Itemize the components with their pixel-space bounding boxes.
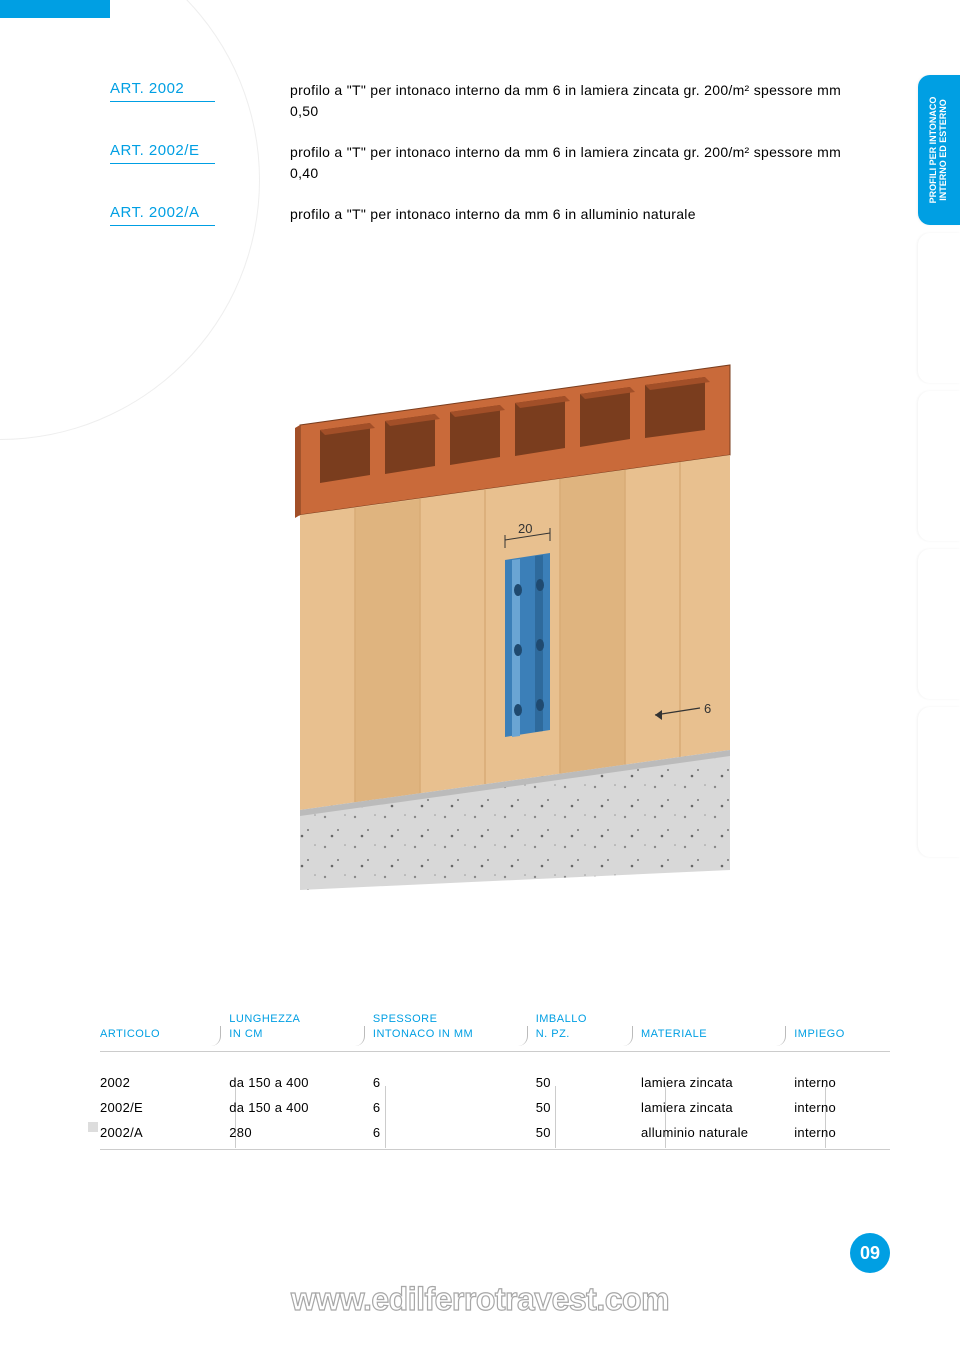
product-illustration: 20 6	[260, 330, 750, 890]
th-impiego: IMPIEGO	[794, 1027, 890, 1045]
article-description: profilo a "T" per intonaco interno da mm…	[240, 142, 870, 184]
table-row: 2002/E da 150 a 400 6 50 lamiera zincata…	[100, 1095, 890, 1120]
side-tab-label: PROFILI PER INTONACO INTERNO ED ESTERNO	[929, 97, 949, 204]
th-articolo: ARTICOLO	[100, 1027, 229, 1045]
th-materiale: MATERIALE	[641, 1027, 794, 1045]
footer-url: www.edilferrotravest.com	[0, 1281, 960, 1318]
cell-materiale: alluminio naturale	[641, 1125, 794, 1140]
article-description: profilo a "T" per intonaco interno da mm…	[240, 204, 870, 225]
table-row: 2002/A 280 6 50 alluminio naturale inter…	[100, 1120, 890, 1145]
cell-spessore: 6	[373, 1125, 536, 1140]
cell-impiego: interno	[794, 1125, 890, 1140]
cell-lunghezza: da 150 a 400	[229, 1100, 373, 1115]
article-underline	[110, 225, 215, 226]
article-code: ART. 2002/E	[110, 142, 240, 161]
table-header: ARTICOLO LUNGHEZZA IN CM SPESSORE INTONA…	[100, 1010, 890, 1052]
side-tab-inactive	[918, 391, 960, 541]
article-list: ART. 2002 profilo a "T" per intonaco int…	[110, 80, 870, 246]
cell-articolo: 2002/E	[100, 1100, 229, 1115]
side-tab-line2: INTERNO ED ESTERNO	[939, 97, 949, 204]
side-tab-inactive	[918, 549, 960, 699]
spec-table: ARTICOLO LUNGHEZZA IN CM SPESSORE INTONA…	[100, 1010, 890, 1150]
cell-articolo: 2002/A	[100, 1125, 229, 1140]
th-spessore: SPESSORE INTONACO IN MM	[373, 1012, 536, 1045]
cell-lunghezza: 280	[229, 1125, 373, 1140]
dim-side-text: 6	[704, 701, 711, 716]
article-row: ART. 2002/A profilo a "T" per intonaco i…	[110, 204, 870, 226]
cell-imballo: 50	[536, 1100, 641, 1115]
cell-impiego: interno	[794, 1100, 890, 1115]
page-number-badge: 09	[850, 1233, 890, 1273]
page-number: 09	[860, 1243, 880, 1264]
th-lunghezza: LUNGHEZZA IN CM	[229, 1012, 373, 1045]
side-tab-inactive	[918, 707, 960, 857]
table-row: 2002 da 150 a 400 6 50 lamiera zincata i…	[100, 1070, 890, 1095]
article-code: ART. 2002	[110, 80, 240, 99]
side-tabs: PROFILI PER INTONACO INTERNO ED ESTERNO	[918, 75, 960, 865]
article-description: profilo a "T" per intonaco interno da mm…	[240, 80, 870, 122]
article-underline	[110, 163, 215, 164]
side-tab-inactive	[918, 233, 960, 383]
table-body: 2002 da 150 a 400 6 50 lamiera zincata i…	[100, 1070, 890, 1150]
cell-impiego: interno	[794, 1075, 890, 1090]
table-bottom-rule	[100, 1149, 890, 1150]
th-imballo: IMBALLO N. PZ.	[536, 1012, 641, 1045]
cell-imballo: 50	[536, 1125, 641, 1140]
article-code: ART. 2002/A	[110, 204, 240, 223]
article-underline	[110, 101, 215, 102]
dim-top-text: 20	[518, 521, 532, 536]
decorative-square	[88, 1122, 98, 1132]
cell-articolo: 2002	[100, 1075, 229, 1090]
cell-spessore: 6	[373, 1100, 536, 1115]
cell-materiale: lamiera zincata	[641, 1100, 794, 1115]
article-row: ART. 2002 profilo a "T" per intonaco int…	[110, 80, 870, 122]
side-tab-active: PROFILI PER INTONACO INTERNO ED ESTERNO	[918, 75, 960, 225]
cell-lunghezza: da 150 a 400	[229, 1075, 373, 1090]
cell-spessore: 6	[373, 1075, 536, 1090]
cell-materiale: lamiera zincata	[641, 1075, 794, 1090]
cell-imballo: 50	[536, 1075, 641, 1090]
article-row: ART. 2002/E profilo a "T" per intonaco i…	[110, 142, 870, 184]
side-tab-line1: PROFILI PER INTONACO	[928, 97, 938, 204]
